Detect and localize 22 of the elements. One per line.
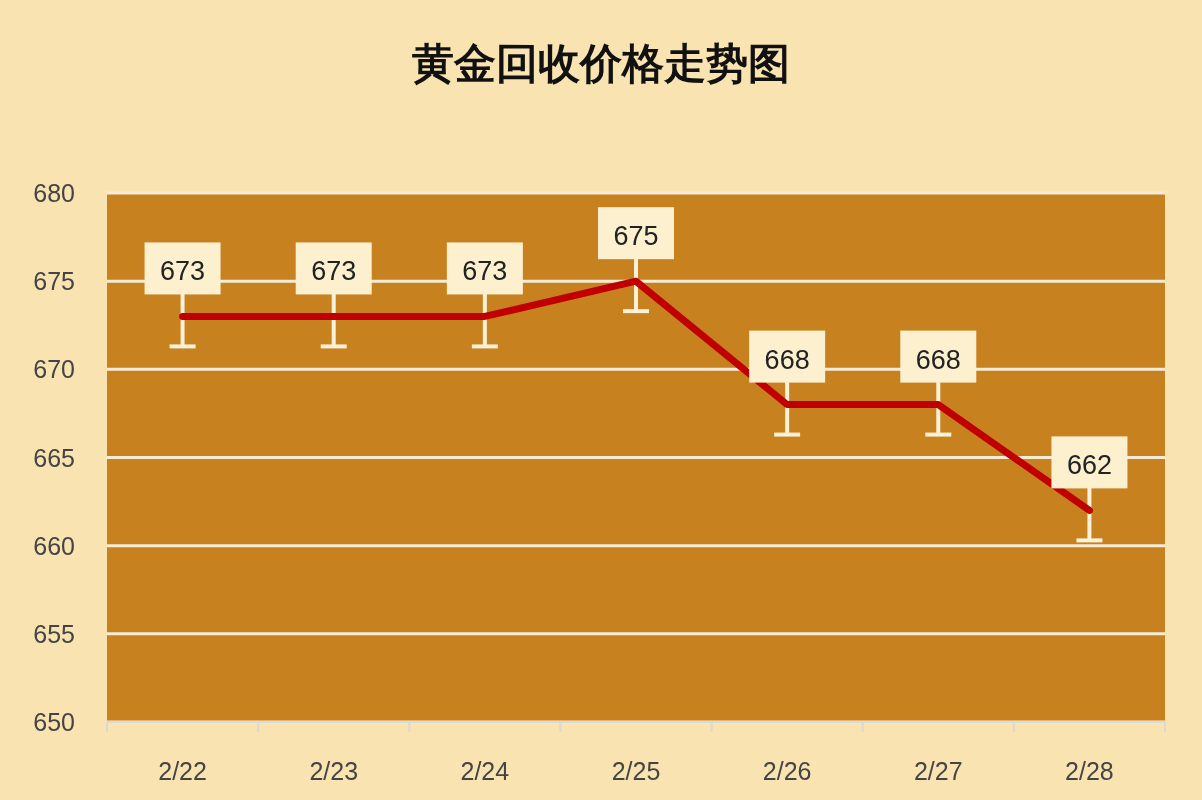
data-label: 662	[1066, 450, 1112, 481]
x-tick-label: 2/22	[158, 757, 207, 785]
data-label: 668	[764, 344, 810, 375]
y-tick-label: 655	[33, 619, 75, 648]
y-tick-label: 650	[33, 708, 75, 736]
x-tick-label: 2/24	[460, 757, 510, 785]
data-label: 673	[160, 256, 206, 287]
chart-title: 黄金回收价格走势图	[412, 39, 790, 88]
data-label: 668	[915, 344, 961, 375]
x-tick-label: 2/25	[611, 757, 661, 785]
y-tick-label: 665	[33, 443, 75, 472]
data-label: 675	[613, 221, 659, 252]
y-tick-label: 675	[33, 267, 75, 296]
data-label: 673	[462, 256, 508, 287]
x-tick-label: 2/23	[309, 757, 359, 785]
y-tick-label: 660	[33, 531, 75, 560]
x-tick-label: 2/27	[913, 757, 963, 785]
y-tick-label: 670	[33, 355, 75, 384]
data-label: 673	[311, 256, 357, 287]
y-tick-label: 680	[33, 179, 75, 207]
x-tick-label: 2/28	[1065, 757, 1114, 785]
x-tick-label: 2/26	[762, 757, 812, 785]
